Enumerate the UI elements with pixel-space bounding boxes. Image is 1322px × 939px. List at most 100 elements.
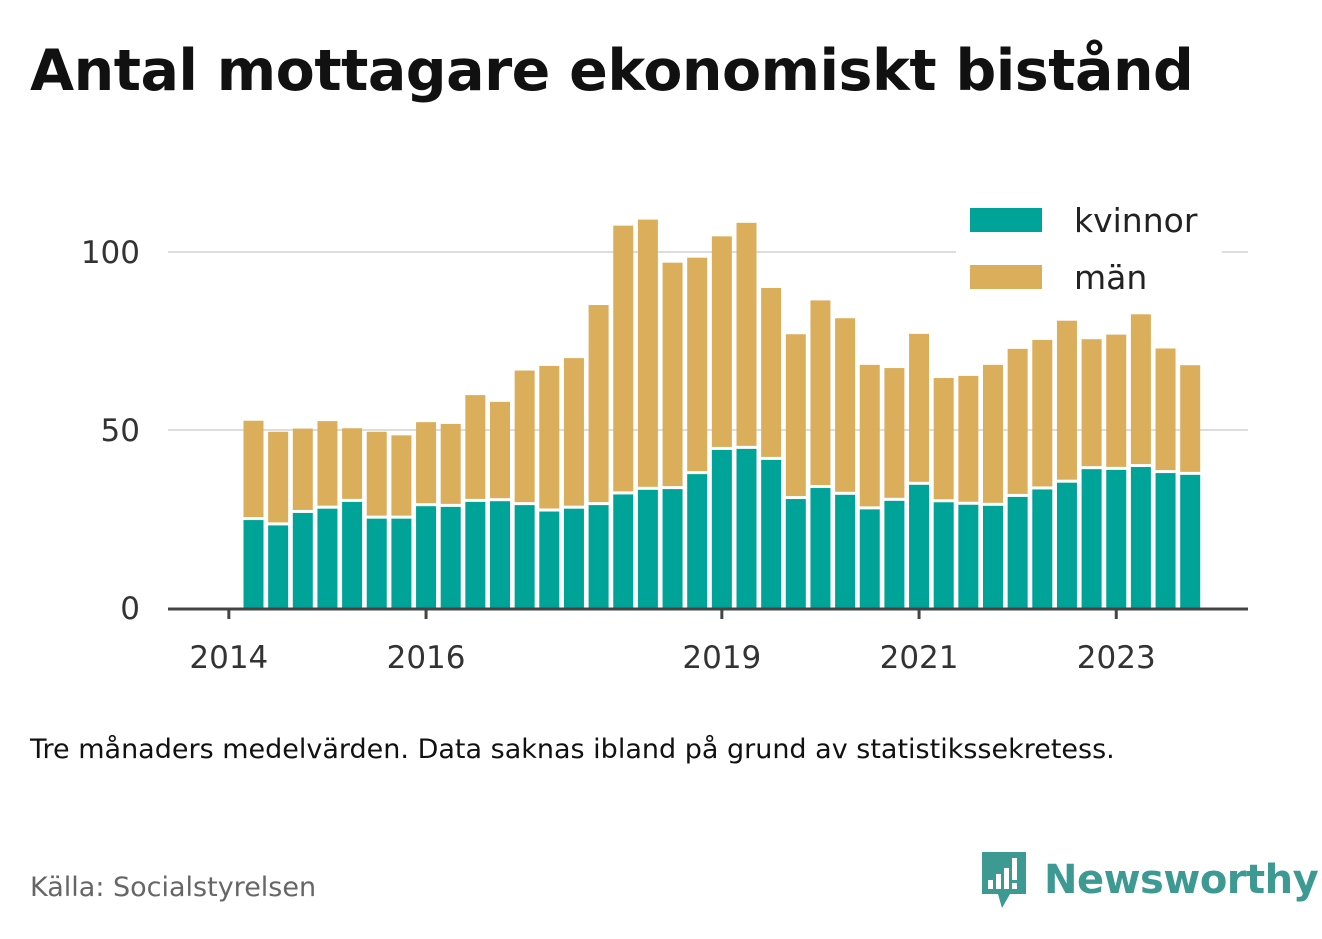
bar-man <box>490 401 510 499</box>
bar-kvinnor <box>909 484 930 608</box>
bar-kvinnor <box>490 501 510 608</box>
bar-man <box>736 222 757 446</box>
y-axis-labels: 0 50 100 <box>81 235 140 627</box>
bar-kvinnor <box>983 505 1003 608</box>
newsworthy-logo-icon <box>982 852 1026 908</box>
y-tick-label: 50 <box>101 413 140 449</box>
x-tick-label: 2023 <box>1077 640 1156 676</box>
bar-kvinnor <box>1155 473 1176 608</box>
legend-swatch <box>970 208 1042 232</box>
bar-man <box>391 435 412 516</box>
bar-kvinnor <box>736 448 757 608</box>
bar-man <box>465 395 486 499</box>
x-axis: 2014 2016 2019 2021 2023 <box>168 607 1248 676</box>
chart-title: Antal mottagare ekonomiskt bistånd <box>30 38 1194 104</box>
bar-kvinnor <box>391 518 412 608</box>
bar-man <box>292 428 313 510</box>
bar-man <box>613 225 634 492</box>
bar-kvinnor <box>1180 474 1201 608</box>
bar-kvinnor <box>366 518 387 608</box>
bar-man <box>983 364 1003 503</box>
x-tick-label: 2016 <box>387 640 466 676</box>
bar-man <box>761 287 782 457</box>
legend-swatch <box>970 265 1042 289</box>
bar-man <box>637 219 658 487</box>
stacked-bar-chart: 2014 2016 2019 2021 2023 0 50 100 kvinnor män <box>80 196 1248 676</box>
bar-man <box>539 365 560 509</box>
bar-kvinnor <box>1007 496 1028 608</box>
x-tick-label: 2021 <box>880 640 959 676</box>
bar-man <box>514 370 535 503</box>
bar-kvinnor <box>1106 469 1127 608</box>
bar-kvinnor <box>1056 482 1077 608</box>
bar-man <box>243 420 264 518</box>
bar-man <box>366 431 387 516</box>
bar-kvinnor <box>958 504 979 608</box>
y-tick-label: 100 <box>81 235 140 271</box>
y-tick-label: 0 <box>120 591 140 627</box>
bar-man <box>909 333 930 482</box>
x-tick-label: 2014 <box>189 640 268 676</box>
bar-kvinnor <box>662 489 683 608</box>
bar-man <box>440 423 461 504</box>
bar-kvinnor <box>465 501 486 608</box>
brand-name: Newsworthy <box>1044 857 1319 903</box>
legend-label: män <box>1074 258 1147 297</box>
bar-man <box>317 421 338 506</box>
bar-man <box>785 334 806 497</box>
bar-kvinnor <box>613 494 634 608</box>
bar-man <box>1180 365 1201 472</box>
bar-kvinnor <box>292 512 313 608</box>
bar-kvinnor <box>933 502 954 608</box>
bar-man <box>1056 320 1077 480</box>
bar-man <box>342 428 363 499</box>
bar-man <box>711 236 732 447</box>
bar-kvinnor <box>711 449 732 608</box>
bar-man <box>268 431 289 523</box>
bar-man <box>1081 339 1102 467</box>
bar-kvinnor <box>761 459 782 608</box>
bar-kvinnor <box>1130 467 1151 608</box>
bar-man <box>687 257 708 472</box>
bar-kvinnor <box>687 474 708 608</box>
bar-kvinnor <box>884 500 905 608</box>
bar-man <box>1007 348 1028 494</box>
x-tick-label: 2019 <box>682 640 761 676</box>
bar-man <box>1106 334 1127 467</box>
legend-label: kvinnor <box>1074 201 1198 240</box>
bar-kvinnor <box>440 506 461 608</box>
bar-kvinnor <box>785 499 806 608</box>
chart-note: Tre månaders medelvärden. Data saknas ib… <box>30 734 1115 765</box>
bar-man <box>416 422 437 504</box>
bar-man <box>859 364 880 507</box>
bar-man <box>588 305 609 503</box>
bar-man <box>662 262 683 487</box>
bar-man <box>835 318 856 492</box>
bar-kvinnor <box>268 525 289 608</box>
bar-kvinnor <box>539 511 560 608</box>
bar-kvinnor <box>588 505 609 608</box>
bar-man <box>933 378 954 500</box>
bar-kvinnor <box>416 506 437 608</box>
bar-kvinnor <box>243 520 264 608</box>
bar-kvinnor <box>563 508 584 608</box>
bar-man <box>884 368 905 498</box>
bar-kvinnor <box>317 508 338 608</box>
bar-kvinnor <box>1032 489 1053 608</box>
bar-man <box>1130 314 1151 465</box>
bar-man <box>563 358 584 506</box>
bar-kvinnor <box>1081 469 1102 608</box>
bar-kvinnor <box>637 489 658 608</box>
bar-kvinnor <box>835 494 856 608</box>
bar-man <box>1155 348 1176 471</box>
source-label: Källa: Socialstyrelsen <box>30 872 317 903</box>
bar-kvinnor <box>514 505 535 608</box>
bar-man <box>810 300 831 486</box>
bar-kvinnor <box>342 501 363 608</box>
newsworthy-brand: Newsworthy <box>980 850 1319 910</box>
bar-kvinnor <box>810 488 831 608</box>
bars <box>243 219 1201 608</box>
bar-kvinnor <box>859 509 880 608</box>
bar-man <box>958 375 979 502</box>
legend: kvinnor män <box>956 196 1222 306</box>
